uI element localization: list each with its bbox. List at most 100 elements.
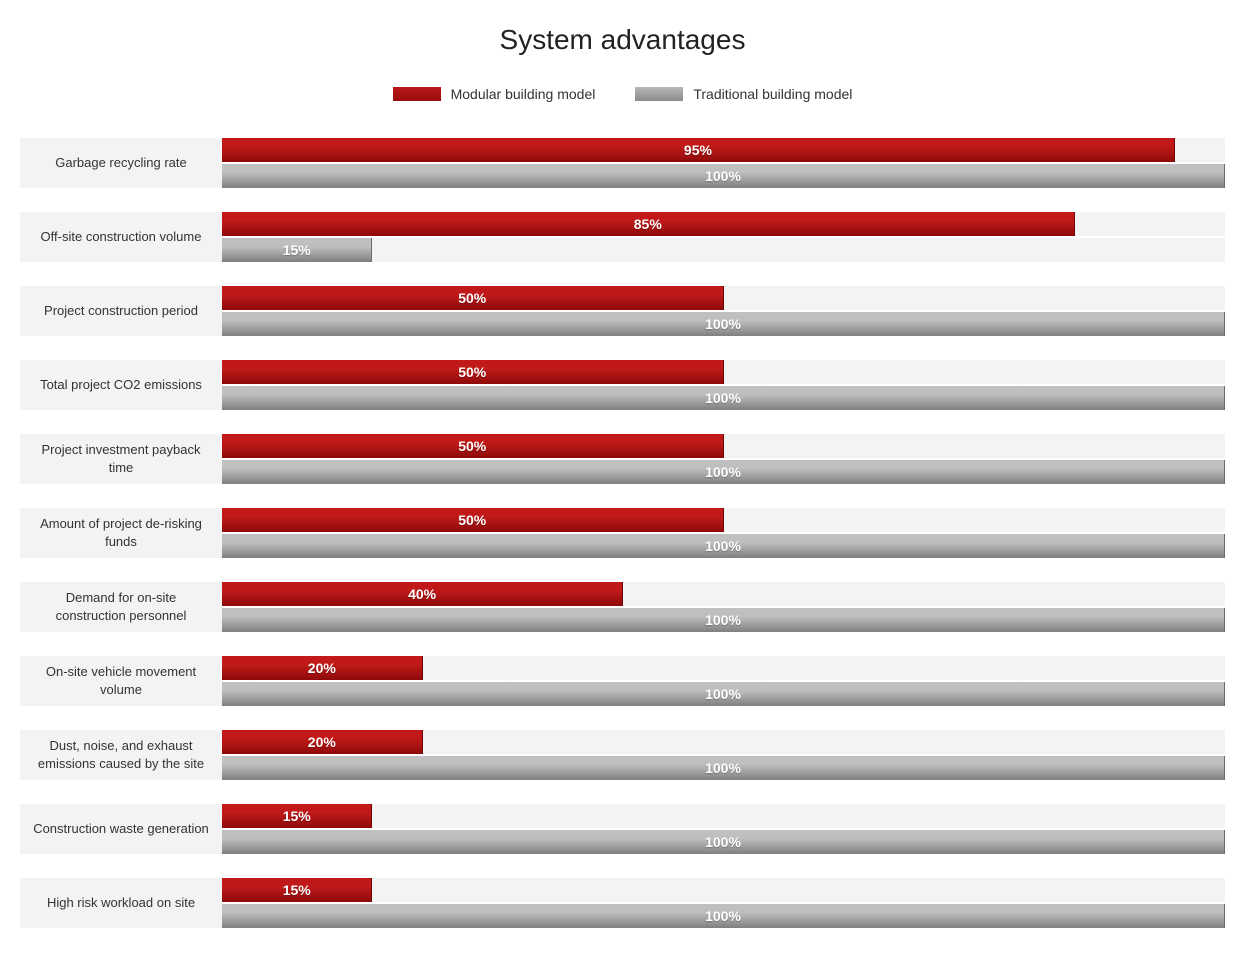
- row-bars: 85% 15%: [222, 212, 1225, 262]
- bar-value-modular: 85%: [634, 216, 662, 232]
- bar-track-modular: 50%: [222, 508, 1225, 532]
- bar-value-traditional: 100%: [705, 464, 741, 480]
- bar-modular: 50%: [222, 434, 724, 458]
- bar-modular: 50%: [222, 286, 724, 310]
- bar-track-traditional: 15%: [222, 238, 1225, 262]
- row-label: Demand for on-site construction personne…: [20, 582, 222, 632]
- bar-modular: 15%: [222, 804, 372, 828]
- bar-value-modular: 50%: [458, 512, 486, 528]
- bar-traditional: 100%: [222, 386, 1225, 410]
- bar-value-modular: 95%: [684, 142, 712, 158]
- bar-track-modular: 20%: [222, 656, 1225, 680]
- bar-value-traditional: 100%: [705, 538, 741, 554]
- bar-modular: 20%: [222, 730, 423, 754]
- chart-row: Garbage recycling rate 95% 100%: [20, 138, 1225, 188]
- bar-track-traditional: 100%: [222, 534, 1225, 558]
- legend-swatch-traditional: [635, 87, 683, 101]
- bar-track-modular: 50%: [222, 286, 1225, 310]
- bar-value-traditional: 100%: [705, 760, 741, 776]
- bar-track-modular: 85%: [222, 212, 1225, 236]
- bar-modular: 50%: [222, 360, 724, 384]
- row-bars: 15% 100%: [222, 804, 1225, 854]
- row-bars: 40% 100%: [222, 582, 1225, 632]
- legend-item-modular: Modular building model: [393, 86, 596, 102]
- bar-traditional: 100%: [222, 460, 1225, 484]
- bar-track-traditional: 100%: [222, 164, 1225, 188]
- bar-track-traditional: 100%: [222, 608, 1225, 632]
- bar-traditional: 100%: [222, 830, 1225, 854]
- bar-traditional: 100%: [222, 904, 1225, 928]
- row-bars: 50% 100%: [222, 434, 1225, 484]
- row-bars: 50% 100%: [222, 508, 1225, 558]
- row-label: High risk workload on site: [20, 878, 222, 928]
- row-label: Off-site construction volume: [20, 212, 222, 262]
- row-label: Total project CO2 emissions: [20, 360, 222, 410]
- bar-value-modular: 20%: [308, 734, 336, 750]
- row-bars: 50% 100%: [222, 286, 1225, 336]
- bar-value-traditional: 100%: [705, 390, 741, 406]
- bar-chart: Garbage recycling rate 95% 100% Off-site co…: [20, 138, 1225, 928]
- bar-track-modular: 20%: [222, 730, 1225, 754]
- bar-track-traditional: 100%: [222, 830, 1225, 854]
- legend-label-traditional: Traditional building model: [693, 86, 852, 102]
- bar-track-modular: 95%: [222, 138, 1225, 162]
- bar-traditional: 100%: [222, 682, 1225, 706]
- bar-modular: 15%: [222, 878, 372, 902]
- bar-traditional: 15%: [222, 238, 372, 262]
- chart-title: System advantages: [20, 24, 1225, 56]
- bar-value-traditional: 100%: [705, 168, 741, 184]
- legend-label-modular: Modular building model: [451, 86, 596, 102]
- bar-value-modular: 40%: [408, 586, 436, 602]
- bar-traditional: 100%: [222, 608, 1225, 632]
- bar-value-modular: 15%: [283, 808, 311, 824]
- row-bars: 50% 100%: [222, 360, 1225, 410]
- legend-item-traditional: Traditional building model: [635, 86, 852, 102]
- bar-track-traditional: 100%: [222, 904, 1225, 928]
- row-label: Amount of project de-risking funds: [20, 508, 222, 558]
- bar-value-modular: 50%: [458, 290, 486, 306]
- bar-modular: 50%: [222, 508, 724, 532]
- bar-traditional: 100%: [222, 534, 1225, 558]
- bar-value-traditional: 100%: [705, 316, 741, 332]
- bar-track-traditional: 100%: [222, 756, 1225, 780]
- chart-row: Amount of project de-risking funds 50% 100…: [20, 508, 1225, 558]
- legend-swatch-modular: [393, 87, 441, 101]
- bar-value-traditional: 100%: [705, 834, 741, 850]
- bar-traditional: 100%: [222, 164, 1225, 188]
- chart-row: Off-site construction volume 85% 15%: [20, 212, 1225, 262]
- bar-value-modular: 20%: [308, 660, 336, 676]
- bar-track-modular: 15%: [222, 804, 1225, 828]
- chart-row: Project construction period50%100%: [20, 286, 1225, 336]
- row-bars: 15% 100%: [222, 878, 1225, 928]
- bar-track-modular: 50%: [222, 434, 1225, 458]
- row-label: On-site vehicle movement volume: [20, 656, 222, 706]
- chart-row: Demand for on-site construction personne…: [20, 582, 1225, 632]
- row-label: Garbage recycling rate: [20, 138, 222, 188]
- bar-value-traditional: 100%: [705, 612, 741, 628]
- row-label: Project investment payback time: [20, 434, 222, 484]
- row-bars: 20% 100%: [222, 730, 1225, 780]
- bar-value-traditional: 15%: [283, 242, 311, 258]
- chart-row: On-site vehicle movement volume 20% 100%: [20, 656, 1225, 706]
- bar-value-modular: 15%: [283, 882, 311, 898]
- bar-modular: 40%: [222, 582, 623, 606]
- bar-value-modular: 50%: [458, 364, 486, 380]
- row-label: Dust, noise, and exhaust emissions cause…: [20, 730, 222, 780]
- bar-value-traditional: 100%: [705, 908, 741, 924]
- bar-track-traditional: 100%: [222, 312, 1225, 336]
- row-label: Construction waste generation: [20, 804, 222, 854]
- bar-modular: 85%: [222, 212, 1075, 236]
- row-bars: 95% 100%: [222, 138, 1225, 188]
- bar-track-traditional: 100%: [222, 386, 1225, 410]
- bar-value-traditional: 100%: [705, 686, 741, 702]
- bar-track-traditional: 100%: [222, 682, 1225, 706]
- bar-traditional: 100%: [222, 312, 1225, 336]
- chart-row: Construction waste generation 15% 100%: [20, 804, 1225, 854]
- bar-modular: 95%: [222, 138, 1175, 162]
- chart-row: High risk workload on site 15% 100%: [20, 878, 1225, 928]
- chart-row: Project investment payback time 50% 100%: [20, 434, 1225, 484]
- bar-track-modular: 15%: [222, 878, 1225, 902]
- bar-value-modular: 50%: [458, 438, 486, 454]
- bar-traditional: 100%: [222, 756, 1225, 780]
- bar-modular: 20%: [222, 656, 423, 680]
